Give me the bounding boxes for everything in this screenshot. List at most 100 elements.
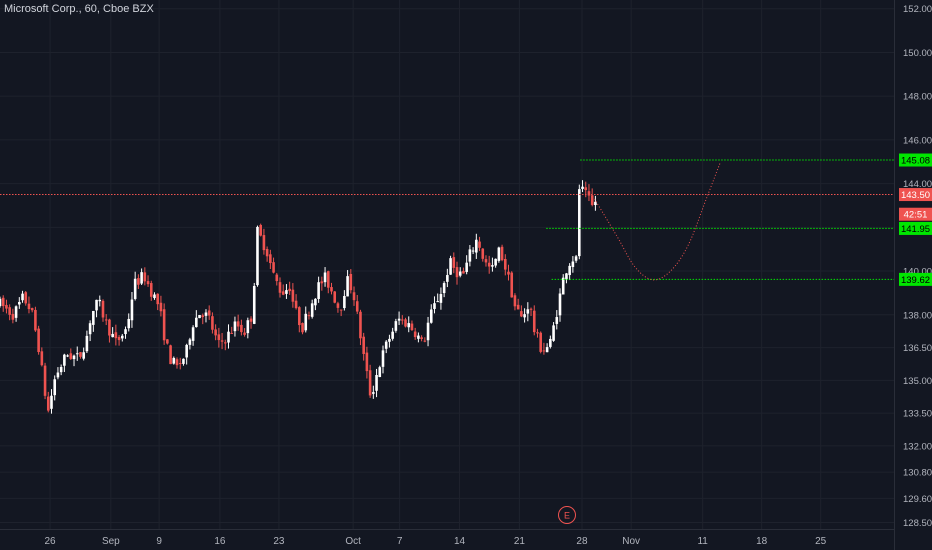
candle-body (594, 201, 597, 206)
candle-body (137, 278, 140, 285)
candle-body (217, 334, 221, 341)
price-axis-tick: 135.00 (903, 376, 932, 387)
candle-body (565, 273, 568, 280)
candle-body (124, 329, 127, 335)
candle-body (291, 289, 295, 302)
candle-body (587, 191, 591, 196)
candle-body (584, 187, 588, 191)
candle-body (88, 323, 92, 335)
candle-body (378, 367, 382, 378)
candle-body (50, 395, 53, 409)
earnings-icon[interactable]: E (558, 506, 576, 524)
candle-body (326, 271, 330, 288)
time-axis-tick: 21 (514, 536, 526, 547)
time-axis-tick: Oct (345, 536, 361, 547)
price-axis-tick: 152.00 (903, 4, 932, 15)
candle-body (413, 331, 417, 338)
candle-body (310, 303, 314, 317)
candle-body (384, 341, 388, 349)
candle-body (578, 189, 581, 257)
candle-body (56, 372, 60, 378)
candle-body (8, 307, 11, 315)
candle-body (520, 311, 523, 317)
candle-body (236, 321, 240, 327)
candle-body (240, 324, 243, 333)
candle-body (223, 342, 227, 344)
candle-body (95, 299, 98, 311)
candle-body (484, 259, 488, 263)
candle-body (220, 340, 224, 342)
candle-body (85, 335, 89, 352)
candle-body (18, 302, 21, 305)
candle-body (243, 332, 246, 335)
candle-body (449, 258, 452, 275)
candle-body (471, 250, 475, 252)
candle-body (330, 287, 333, 292)
candle-body (314, 298, 317, 306)
candle-body (53, 379, 57, 396)
candle-body (159, 302, 163, 312)
candle-body (259, 224, 262, 236)
candle-body (433, 303, 436, 309)
horizontal-lines[interactable] (0, 159, 894, 280)
candle-body (172, 357, 176, 364)
candle-body (188, 339, 192, 345)
price-axis-tick: 150.00 (903, 48, 932, 59)
candle-body (365, 352, 369, 372)
candle-body (391, 331, 394, 339)
candle-body (79, 352, 82, 357)
time-axis-tick: 7 (397, 536, 403, 547)
candle-body (182, 358, 185, 364)
candle-body (1, 297, 5, 307)
candle-body (46, 396, 50, 411)
candle-body (0, 298, 2, 307)
candles (0, 180, 597, 414)
candle-body (423, 340, 427, 342)
candle-body (375, 375, 378, 391)
candle-body (339, 309, 343, 311)
candle-body (288, 288, 291, 292)
candle-body (571, 261, 575, 267)
price-axis-tick: 133.50 (903, 409, 932, 420)
time-axis-tick: 9 (156, 536, 162, 547)
candle-body (72, 355, 76, 360)
candle-body (397, 318, 401, 321)
candle-body (201, 315, 205, 318)
candle-body (568, 265, 571, 276)
candle-body (475, 239, 478, 253)
grid-lines (0, 0, 894, 529)
candle-body (516, 304, 520, 310)
candle-body (355, 301, 359, 312)
candle-body (24, 292, 28, 304)
candle-body (117, 336, 121, 341)
candle-body (69, 353, 73, 359)
candle-body (195, 317, 198, 328)
candle-body (343, 295, 346, 309)
price-tag-bg (899, 221, 932, 235)
candle-body (336, 303, 340, 308)
candle-body (21, 293, 24, 301)
candle-body (491, 265, 494, 267)
candle-body (468, 249, 472, 262)
candle-body (410, 323, 414, 331)
candle-body (5, 304, 8, 309)
candle-body (503, 258, 507, 270)
time-axis[interactable]: 26 Sep 9 16 23 Oct 7 14 21 28 Nov 11 18 25 (45, 536, 827, 547)
candle-body (420, 337, 423, 339)
candle-body (204, 312, 208, 316)
candle-body (130, 299, 134, 321)
price-tag-bg (899, 188, 932, 202)
candle-body (246, 320, 250, 334)
candle-body (156, 293, 160, 305)
candle-body (66, 355, 69, 357)
candle-body (294, 300, 298, 309)
candle-body (513, 295, 517, 307)
candle-body (108, 319, 111, 336)
candle-body (127, 318, 131, 329)
candle-body (143, 272, 147, 282)
candle-body (75, 353, 79, 355)
candle-body (211, 316, 214, 330)
candle-body (285, 290, 288, 294)
